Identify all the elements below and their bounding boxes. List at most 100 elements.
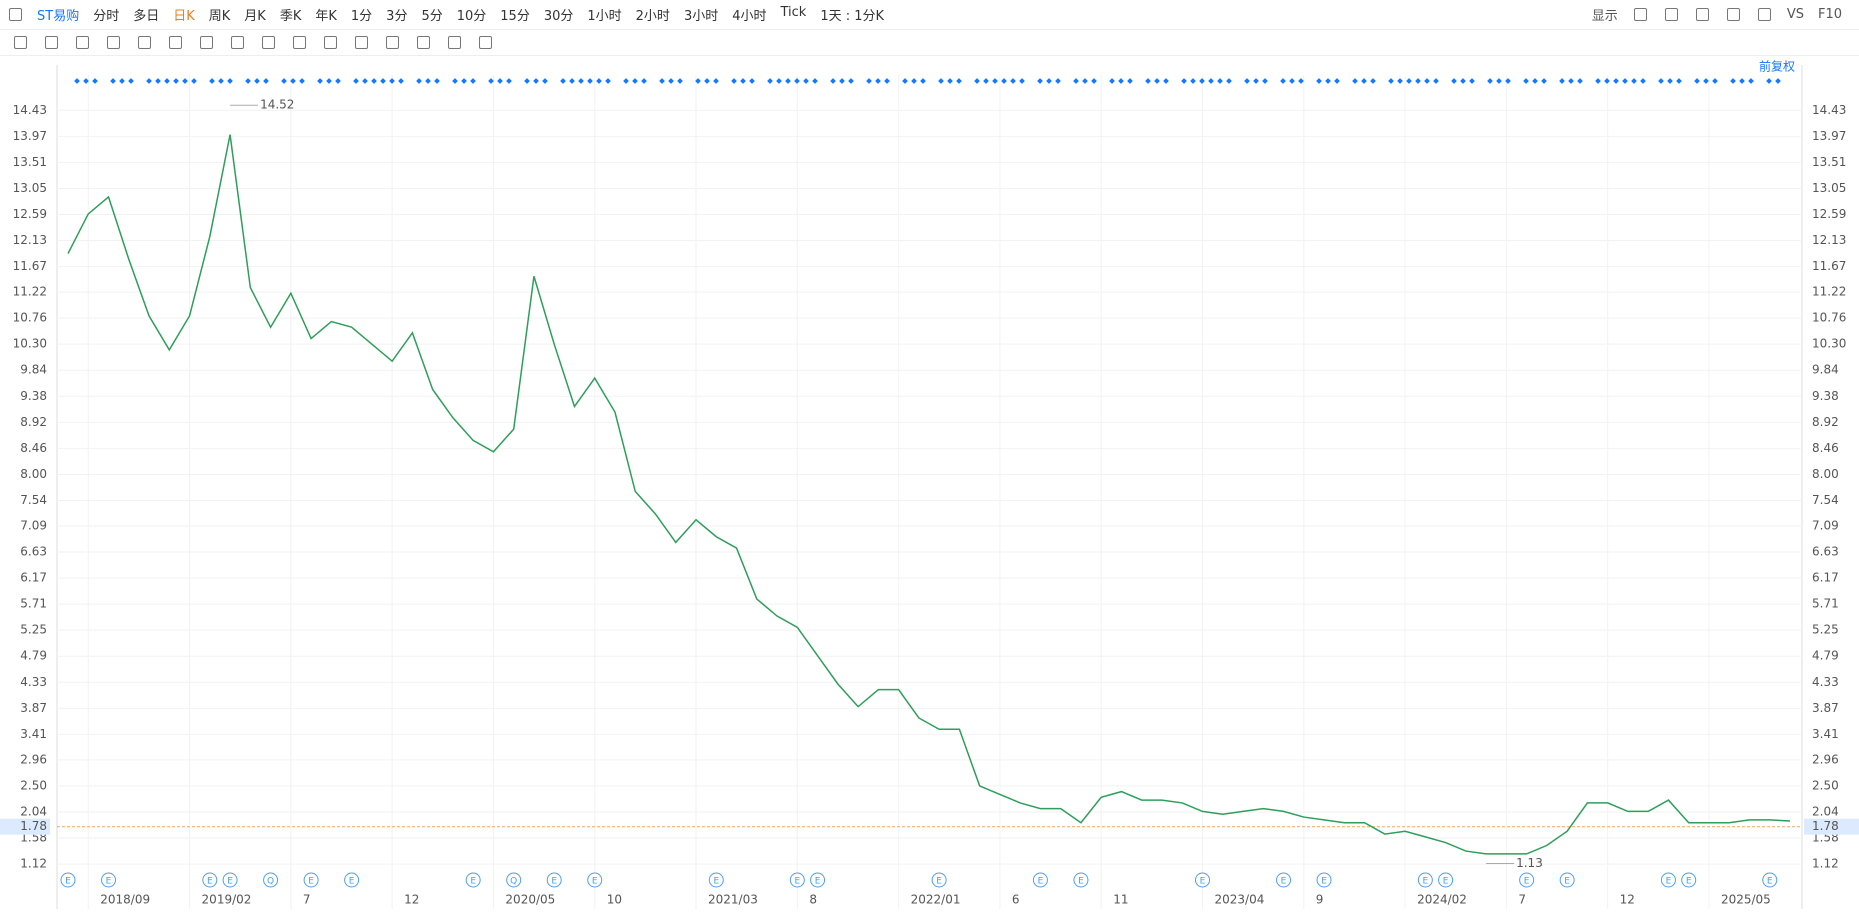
event-label[interactable]: E <box>65 877 71 887</box>
event-label[interactable]: E <box>349 877 355 887</box>
vs-button[interactable]: VS <box>1786 7 1804 22</box>
event-label[interactable]: E <box>1686 877 1692 887</box>
info-diamond <box>434 78 440 84</box>
event-label[interactable]: E <box>1524 877 1530 887</box>
event-marker <box>202 872 218 888</box>
event-label[interactable]: Q <box>510 877 517 887</box>
angle-tool[interactable] <box>293 35 306 49</box>
measure-tool[interactable] <box>169 35 182 49</box>
period-button[interactable]: 月K <box>244 9 266 24</box>
period-button[interactable]: 3分 <box>386 9 408 24</box>
event-label[interactable]: E <box>1321 877 1327 887</box>
settings-icon[interactable] <box>1633 8 1647 21</box>
fullscreen-icon[interactable] <box>1757 8 1771 21</box>
f10-button[interactable]: F10 <box>1817 7 1842 22</box>
event-label[interactable]: E <box>592 877 598 887</box>
y-tick-label: 14.43 <box>1812 103 1846 117</box>
wave-tool[interactable] <box>107 35 120 49</box>
info-diamond <box>1406 78 1412 84</box>
period-button[interactable]: 多日 <box>133 9 160 24</box>
event-label[interactable]: E <box>1200 877 1206 887</box>
y-tick-label: 13.97 <box>13 129 47 143</box>
info-diamond <box>704 78 710 84</box>
event-label[interactable]: E <box>1078 877 1084 887</box>
event-marker <box>222 872 238 888</box>
text-tool[interactable] <box>231 35 244 49</box>
y-tick-label: 7.09 <box>1812 518 1839 532</box>
period-button[interactable]: 1小时 <box>587 9 622 24</box>
period-button[interactable]: 季K <box>279 9 302 24</box>
period-button[interactable]: 分时 <box>93 9 120 24</box>
arrow-tool[interactable] <box>200 35 213 49</box>
lock-tool[interactable] <box>355 35 368 49</box>
info-diamond <box>1532 78 1538 84</box>
event-label[interactable]: E <box>794 877 800 887</box>
hide-tool[interactable] <box>386 35 399 49</box>
period-button[interactable]: 1分 <box>350 9 373 24</box>
channel-tool[interactable] <box>76 35 89 49</box>
event-label[interactable]: E <box>1666 877 1672 887</box>
event-label[interactable]: E <box>551 877 557 887</box>
period-button[interactable]: 3小时 <box>683 9 719 24</box>
period-button[interactable]: 年K <box>315 9 337 24</box>
price-line <box>67 134 1791 855</box>
interval[interactable]: 1天 : 1分K <box>820 9 885 24</box>
period-button[interactable]: 4小时 <box>732 9 767 24</box>
last-price-box <box>1804 818 1859 835</box>
right-tools: 显示 VS F10 <box>1585 0 1849 29</box>
period-button[interactable]: Tick <box>780 5 807 20</box>
event-label[interactable]: E <box>1443 877 1449 887</box>
magnet-tool[interactable] <box>324 35 337 49</box>
period-button[interactable]: 30分 <box>543 9 574 24</box>
min-label: 1.13 <box>1516 856 1543 870</box>
note-tool[interactable] <box>262 35 275 49</box>
event-label[interactable]: E <box>106 877 112 887</box>
info-diamond <box>533 78 539 84</box>
y-tick-label: 7.54 <box>20 493 47 507</box>
event-label[interactable]: Q <box>267 877 274 887</box>
layout-icon[interactable] <box>1664 8 1678 21</box>
delete-tool[interactable] <box>417 35 430 49</box>
info-diamond <box>227 78 233 84</box>
event-label[interactable]: E <box>815 877 821 887</box>
config-tool[interactable] <box>479 35 492 49</box>
info-diamond <box>1577 78 1583 84</box>
fib-tool[interactable] <box>138 35 151 49</box>
info-diamond <box>992 78 998 84</box>
pen-icon[interactable] <box>1726 8 1740 21</box>
event-label[interactable]: E <box>308 877 314 887</box>
event-label[interactable]: E <box>1422 877 1428 887</box>
period-button[interactable]: 周K <box>208 9 231 24</box>
info-diamond <box>146 78 152 84</box>
info-diamond <box>974 78 980 84</box>
period-button[interactable]: 日K <box>173 9 195 24</box>
event-label[interactable]: E <box>1767 877 1773 887</box>
event-label[interactable]: E <box>227 877 233 887</box>
event-label[interactable]: E <box>470 877 476 887</box>
compare-tool[interactable] <box>448 35 461 49</box>
y-tick-label: 8.46 <box>20 441 47 455</box>
line-tool[interactable] <box>45 35 58 49</box>
period-button[interactable]: 15分 <box>500 9 530 24</box>
event-label[interactable]: E <box>936 877 942 887</box>
event-label[interactable]: E <box>1038 877 1044 887</box>
event-label[interactable]: E <box>207 877 213 887</box>
info-diamond <box>884 78 890 84</box>
info-diamond <box>1190 78 1196 84</box>
event-label[interactable]: E <box>713 877 719 887</box>
period-button[interactable]: 5分 <box>421 9 443 24</box>
period-button[interactable]: 10分 <box>456 9 487 24</box>
camera-icon[interactable] <box>1695 8 1709 21</box>
period-button[interactable]: 2小时 <box>635 9 670 24</box>
sidebar-toggle[interactable] <box>9 8 22 21</box>
info-diamond <box>911 78 917 84</box>
move-tool[interactable] <box>14 35 27 49</box>
symbol[interactable]: ST易购 <box>37 9 80 24</box>
adjust-label[interactable]: 前复权 <box>1759 59 1795 74</box>
info-diamond <box>1181 78 1187 84</box>
event-marker <box>1073 872 1089 888</box>
info-diamond <box>1766 78 1772 84</box>
event-label[interactable]: E <box>1281 877 1287 887</box>
display-menu[interactable]: 显示 <box>1591 9 1618 24</box>
event-label[interactable]: E <box>1564 877 1570 887</box>
